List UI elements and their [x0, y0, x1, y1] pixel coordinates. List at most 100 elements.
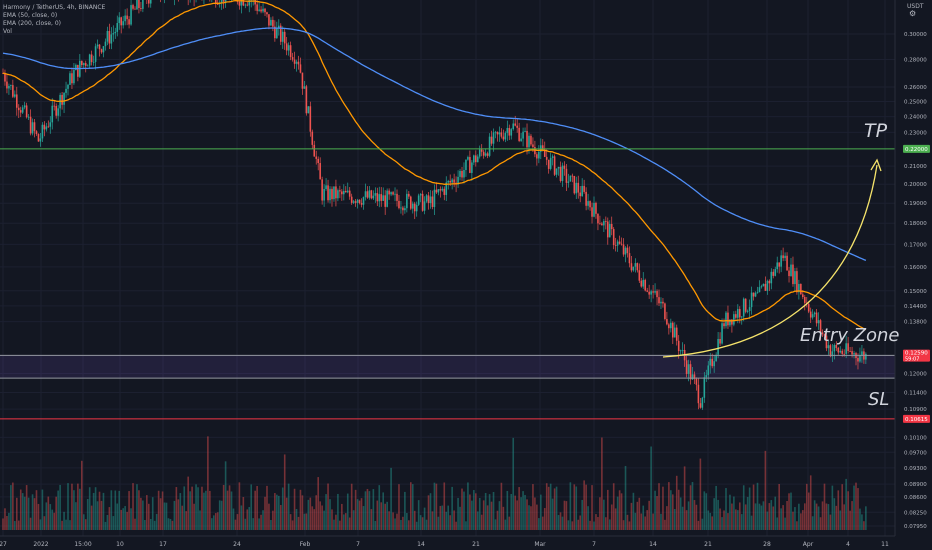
volume-bar [473, 490, 475, 530]
volume-bar [98, 491, 101, 530]
candle-body [723, 323, 725, 327]
price-axis[interactable]: 0.30000 0.28000 0.26000 0.25000 0.24000 0.230… [904, 32, 927, 530]
volume-bar [279, 505, 282, 530]
candle-body [404, 208, 406, 211]
volume-bar [746, 496, 749, 530]
volume-bar [65, 519, 67, 530]
candle-body [656, 291, 658, 298]
candle-body [341, 191, 343, 195]
settings-icon[interactable]: ⚙ [909, 9, 917, 18]
candle-body [605, 221, 607, 222]
candle-body [293, 59, 296, 64]
volume-bar [144, 519, 146, 530]
volume-bar [839, 510, 842, 530]
candle-body [821, 332, 824, 335]
volume-bar [404, 491, 406, 530]
volume-bar [636, 501, 639, 530]
volume-bar [713, 498, 715, 530]
volume-bar [809, 475, 812, 530]
candle-body [61, 94, 63, 105]
volume-bar [27, 497, 30, 530]
candle-body [770, 271, 773, 284]
candle-body [713, 361, 715, 367]
x-tick-label: 7 [356, 541, 360, 548]
candle-body [94, 46, 97, 62]
volume-bar [106, 514, 109, 530]
candle-body [764, 283, 767, 291]
volume-bar [435, 483, 438, 530]
candle-body [309, 106, 312, 132]
volume-bar [400, 519, 402, 530]
volume-bar [847, 491, 849, 530]
volume-bar [402, 516, 404, 530]
candle-body [435, 189, 438, 193]
candle-body [27, 116, 30, 118]
volume-bar [276, 494, 278, 530]
candle-body [469, 157, 471, 173]
candle-body [735, 314, 737, 318]
candle-body [579, 192, 582, 197]
candle-body [348, 190, 351, 197]
candle-body [662, 301, 664, 304]
candle-body [128, 19, 130, 25]
volume-bar [429, 493, 432, 530]
volume-bar [63, 511, 65, 530]
candle-body [603, 221, 605, 226]
volume-bar [248, 507, 251, 530]
volume-bar [553, 488, 556, 530]
volume-bar [766, 511, 769, 530]
candle-body [295, 61, 298, 64]
sl-badge-text: 0.10615 [905, 417, 928, 423]
volume-bar [731, 503, 733, 530]
volume-bar [845, 478, 847, 530]
volume-bar [325, 494, 327, 530]
candle-body [482, 151, 485, 156]
x-tick-label: 14 [649, 541, 657, 548]
candle-body [498, 132, 501, 135]
volume-bar [305, 513, 308, 530]
volume-bar [784, 517, 786, 530]
candles [2, 0, 867, 410]
volume-bar [161, 491, 164, 530]
candle-body [809, 311, 812, 318]
volume-bar [226, 490, 229, 530]
volume-bar [482, 500, 485, 530]
volume-bar [837, 490, 840, 530]
candle-body [281, 31, 284, 42]
candle-body [285, 43, 288, 51]
candle-body [689, 364, 692, 380]
volume-bar [476, 511, 479, 530]
volume-bar [825, 503, 828, 530]
candle-body [815, 312, 818, 324]
candle-body [43, 124, 46, 130]
volume-bar [388, 511, 390, 530]
candle-body [335, 186, 337, 199]
candle-body [518, 127, 520, 141]
candle-body [691, 374, 694, 380]
volume-bar [585, 484, 587, 530]
volume-bar [409, 482, 412, 530]
volume-bar [685, 510, 688, 530]
candle-body [90, 54, 93, 63]
volume-bar [191, 486, 193, 530]
candle-body [632, 266, 635, 271]
candle-body [819, 320, 822, 333]
volume-bar [394, 518, 396, 530]
candle-body [465, 159, 467, 171]
candle-body [504, 132, 507, 140]
candle-body [668, 324, 670, 329]
volume-bar [281, 487, 284, 530]
volume-bar [601, 437, 603, 530]
candle-body [526, 130, 528, 148]
candle-body [508, 127, 511, 136]
volume-bar [149, 518, 152, 530]
candle-body [6, 81, 8, 89]
volume-bar [126, 511, 128, 530]
candle-body [807, 304, 810, 312]
volume-bar [31, 494, 34, 530]
time-axis[interactable]: 27 2022 15:00 10 17 24 Feb 7 14 21 Mar 7 14 21 28 Apr 4 1… [0, 541, 889, 548]
candle-body [555, 168, 558, 175]
candle-body [425, 195, 428, 202]
volume-bar [358, 500, 361, 530]
